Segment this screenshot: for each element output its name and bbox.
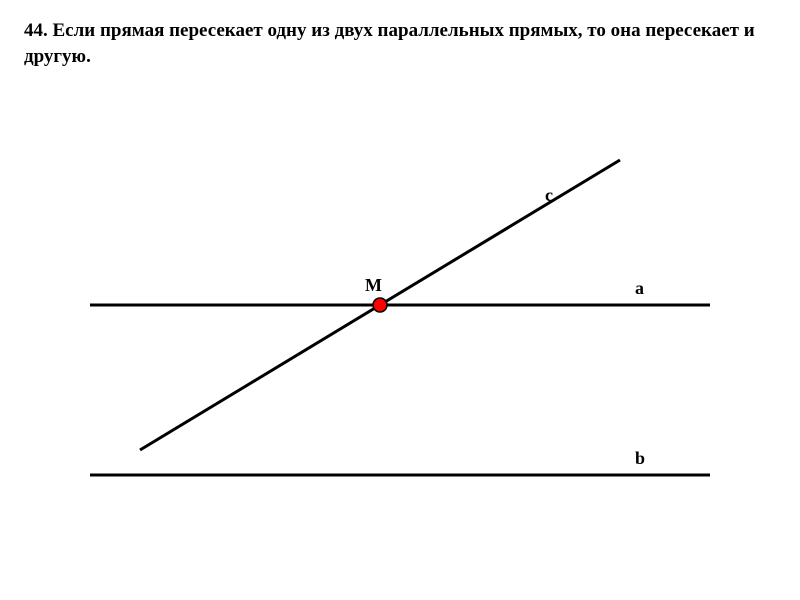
label-a: a [635,278,644,299]
label-b: b [635,448,645,469]
label-c: c [545,185,553,206]
geometry-diagram [0,0,800,600]
label-M: M [365,275,382,296]
point-M [373,298,387,312]
